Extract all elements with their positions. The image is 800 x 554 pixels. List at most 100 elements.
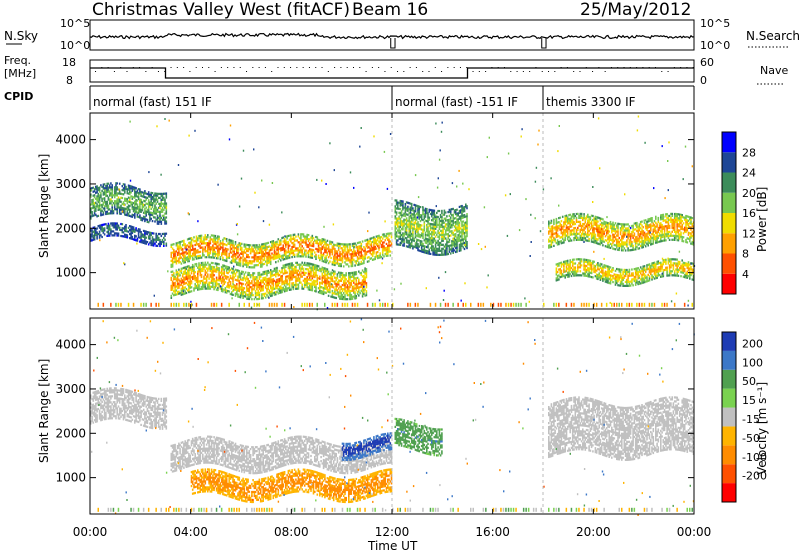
power-cell <box>282 272 285 275</box>
power-cell <box>434 223 437 226</box>
power-cell <box>269 246 272 250</box>
power-cell <box>465 237 467 240</box>
power-cell <box>442 237 444 240</box>
power-cell <box>101 229 103 233</box>
power-cell <box>395 211 398 214</box>
power-cell <box>423 249 426 252</box>
power-cell <box>117 206 120 209</box>
nave-dot <box>636 67 638 68</box>
power-cell <box>200 238 203 241</box>
power-cell <box>399 207 402 211</box>
power-cell <box>341 243 344 246</box>
power-cell <box>256 250 258 253</box>
power-cell <box>446 245 448 248</box>
nave-dot <box>566 67 568 68</box>
power-cell <box>360 246 363 249</box>
power-cell <box>315 280 317 283</box>
power-cell <box>124 209 126 212</box>
power-cell <box>359 282 361 285</box>
power-cell <box>423 223 426 226</box>
power-cell <box>102 207 105 210</box>
power-cell <box>548 246 550 249</box>
power-cell <box>548 232 550 235</box>
power-cell <box>307 245 310 249</box>
power-cell <box>256 298 258 301</box>
power-cell <box>312 243 315 246</box>
power-cell <box>292 272 295 275</box>
power-cell <box>432 253 434 256</box>
power-cell <box>130 201 132 204</box>
power-cell <box>142 203 145 206</box>
power-cell <box>98 190 101 193</box>
power-cell <box>214 252 217 255</box>
nave-dot <box>459 67 461 68</box>
power-cell <box>433 237 436 240</box>
power-cell <box>433 217 436 220</box>
power-cell <box>358 245 360 248</box>
power-cell <box>184 272 186 275</box>
power-cell <box>147 205 150 208</box>
power-cell <box>300 275 302 278</box>
power-cell <box>410 244 413 247</box>
power-cell <box>592 230 594 234</box>
power-cell <box>183 276 185 279</box>
power-cell <box>571 221 574 224</box>
power-cell <box>465 245 467 248</box>
power-cell <box>319 287 321 290</box>
power-cell <box>229 280 232 284</box>
power-cell <box>195 278 198 281</box>
power-cell <box>355 283 358 286</box>
power-cell <box>190 280 193 283</box>
power-cell <box>296 279 298 282</box>
power-cell <box>115 182 117 185</box>
power-cell <box>426 210 428 213</box>
power-cell <box>108 190 111 193</box>
power-cell <box>418 211 420 214</box>
power-cell <box>185 250 188 253</box>
power-cell <box>460 243 462 246</box>
power-cell <box>407 225 409 228</box>
power-cell <box>334 280 336 283</box>
power-cell <box>129 196 131 200</box>
power-cell <box>261 255 263 258</box>
power-cell <box>315 239 317 242</box>
power-cell <box>142 215 145 218</box>
power-cell <box>405 213 408 216</box>
power-cell <box>582 230 584 234</box>
power-cell <box>424 237 427 240</box>
power-cell <box>358 282 360 285</box>
power-cell <box>308 264 311 267</box>
power-cell <box>176 241 179 245</box>
power-cell <box>466 229 468 232</box>
power-cell <box>575 230 578 233</box>
power-cell <box>248 280 251 283</box>
power-cell <box>176 291 179 294</box>
power-cell <box>590 222 593 225</box>
power-cell <box>583 217 585 220</box>
power-cell <box>244 251 247 254</box>
power-cell <box>208 265 210 268</box>
power-cell <box>236 289 238 292</box>
power-cell <box>175 250 178 253</box>
power-cell <box>268 279 271 282</box>
power-cell <box>170 296 173 299</box>
power-cell <box>385 248 388 251</box>
power-cell <box>253 280 256 283</box>
power-cell <box>188 271 190 274</box>
power-cell <box>414 210 417 213</box>
power-cell <box>346 292 349 295</box>
power-cell <box>400 224 403 227</box>
power-cell <box>277 256 280 259</box>
power-cell <box>311 256 314 259</box>
power-cell <box>354 295 356 298</box>
power-cell <box>150 191 152 194</box>
power-cell <box>131 207 134 210</box>
power-cell <box>590 238 593 241</box>
power-cell <box>444 231 447 234</box>
power-cell <box>322 276 325 280</box>
power-cell <box>144 196 146 199</box>
power-cell <box>145 236 147 239</box>
power-cell <box>106 210 108 213</box>
power-cell <box>194 277 196 280</box>
